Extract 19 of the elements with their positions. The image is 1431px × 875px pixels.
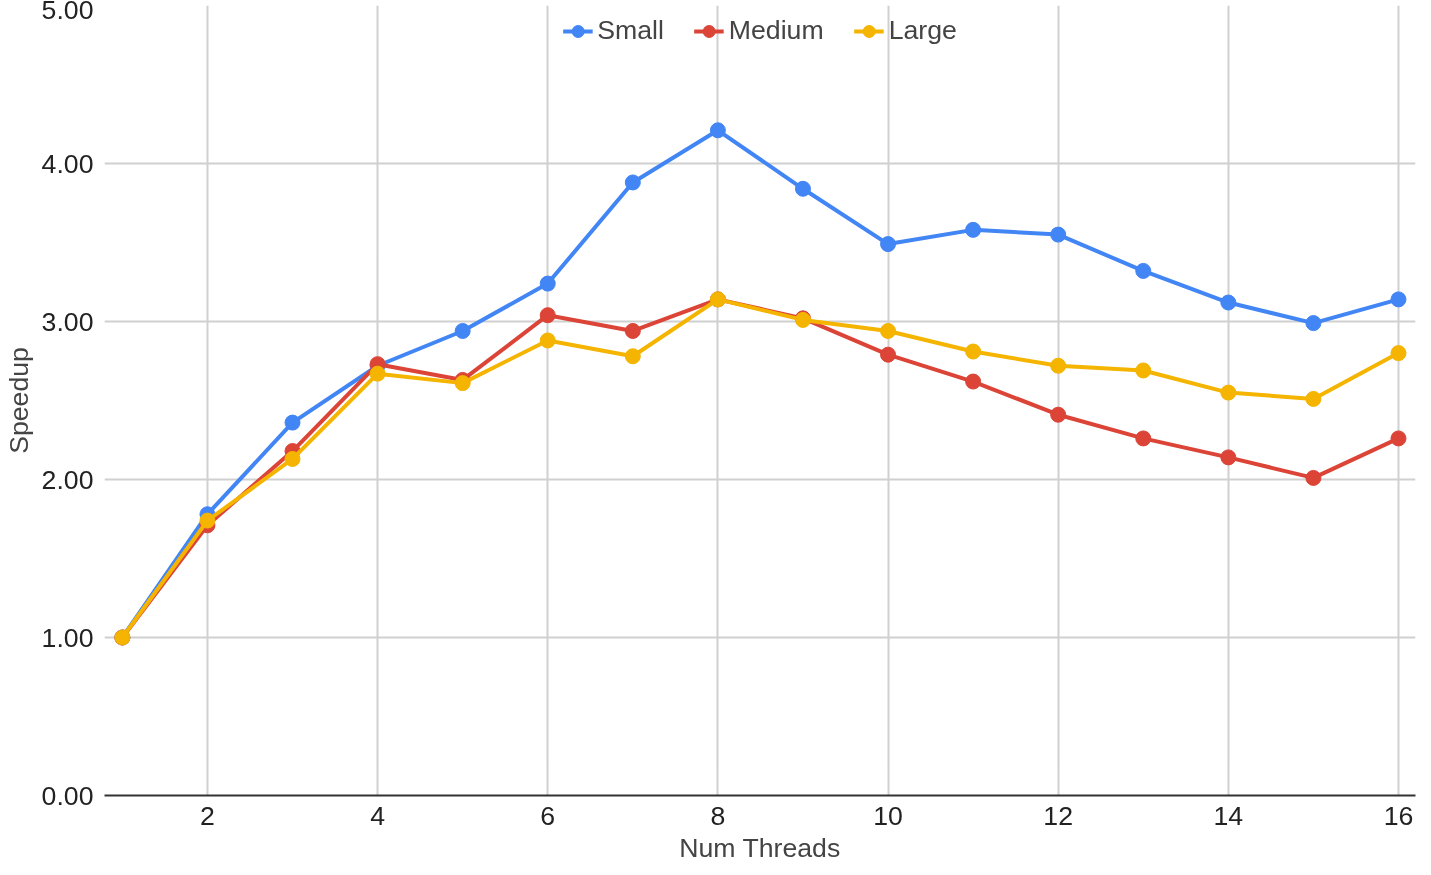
y-tick-label: 3.00	[41, 306, 94, 337]
x-tick-label: 16	[1383, 800, 1414, 831]
y-axis-title: Speedup	[3, 347, 34, 454]
x-tick-label: 4	[370, 800, 386, 831]
x-tick-label: 14	[1213, 800, 1244, 831]
x-tick-label: 2	[200, 800, 215, 831]
x-tick-label: 8	[710, 800, 726, 831]
legend-label: Medium	[728, 15, 824, 46]
y-tick-label: 0.00	[41, 780, 94, 811]
y-tick-label: 2.00	[41, 464, 94, 495]
x-tick-label: 6	[540, 800, 556, 831]
y-tick-label: 5.00	[41, 0, 94, 25]
y-tick-label: 4.00	[41, 148, 94, 179]
legend-label: Small	[597, 15, 664, 46]
legend-label: Large	[888, 15, 957, 46]
y-tick-label: 1.00	[41, 622, 94, 653]
x-tick-label: 12	[1043, 800, 1074, 831]
x-axis-title: Num Threads	[679, 832, 841, 863]
x-tick-label: 10	[873, 800, 903, 831]
